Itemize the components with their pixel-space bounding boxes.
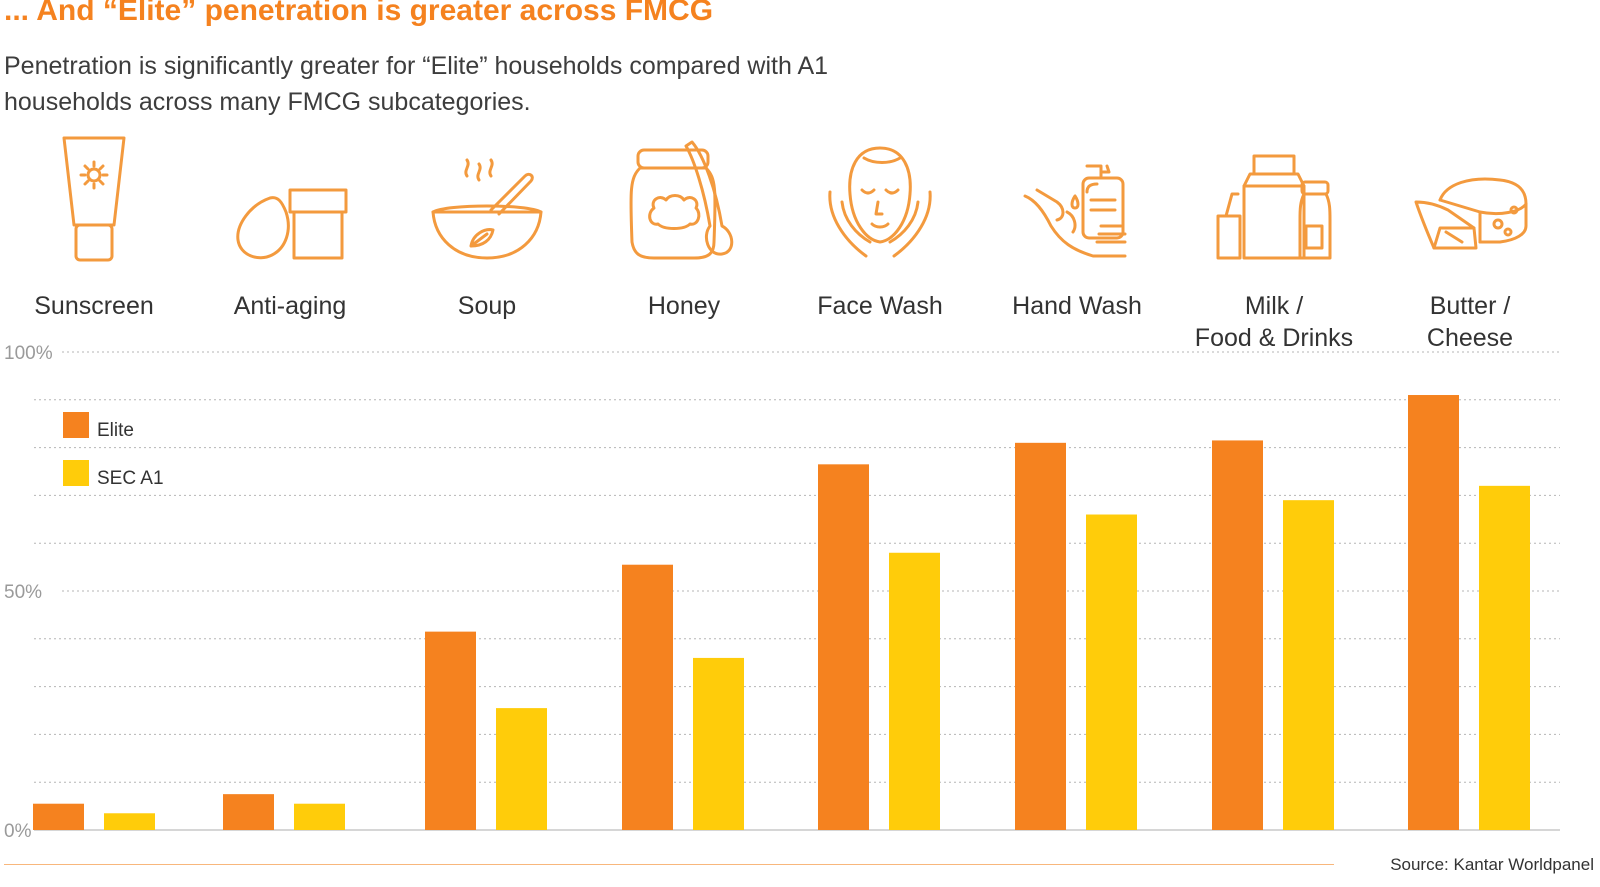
source-note: Source: Kantar Worldpanel [1390, 855, 1594, 874]
y-tick-label: 0% [4, 821, 32, 842]
bar-elite-2 [425, 631, 476, 830]
legend-label-elite: Elite [97, 420, 134, 441]
bar-elite-5 [1015, 442, 1066, 830]
category-label-anti-aging: Anti-aging [233, 292, 347, 320]
milk-icon [1214, 130, 1334, 270]
category-label-sunscreen: Sunscreen [34, 292, 154, 320]
category-label-milk: Milk / Food & Drinks [1194, 292, 1354, 352]
bar-elite-4 [818, 464, 869, 830]
category-icons-row [0, 130, 1600, 270]
bar-elite-0 [33, 803, 84, 830]
legend-swatch-elite [63, 412, 89, 438]
bar-sec-a1-6 [1283, 500, 1334, 830]
category-label-butter-cheese: Butter / Cheese [1426, 292, 1514, 352]
bar-sec-a1-1 [294, 803, 345, 830]
bar-sec-a1-5 [1086, 514, 1137, 830]
bar-elite-7 [1408, 395, 1459, 830]
chart-title: ... And “Elite” penetration is greater a… [4, 0, 714, 27]
cheese-icon [1410, 130, 1530, 270]
bar-elite-1 [223, 794, 274, 830]
chart-subtitle: Penetration is significantly greater for… [4, 52, 829, 116]
legend-label-sec-a1: SEC A1 [97, 468, 164, 489]
soup-icon [427, 130, 547, 270]
bar-sec-a1-0 [104, 813, 155, 830]
bar-elite-6 [1212, 440, 1263, 830]
face-wash-icon [820, 130, 940, 270]
category-label-soup: Soup [457, 292, 517, 320]
bar-sec-a1-2 [496, 708, 547, 830]
bar-chart: 0% 50% 100% Elite SEC A1 [4, 343, 1560, 842]
y-tick-label: 50% [4, 582, 42, 603]
y-tick-label: 100% [4, 343, 53, 364]
category-label-honey: Honey [647, 292, 721, 320]
bar-elite-3 [622, 564, 673, 830]
sunscreen-icon [34, 130, 154, 270]
anti-aging-icon [230, 130, 350, 270]
legend-swatch-sec-a1 [63, 460, 89, 486]
bar-sec-a1-3 [693, 657, 744, 830]
honey-icon [624, 130, 744, 270]
category-label-face-wash: Face Wash [817, 292, 943, 320]
bar-sec-a1-7 [1479, 485, 1530, 830]
bar-sec-a1-4 [889, 552, 940, 830]
hand-wash-icon [1017, 130, 1137, 270]
category-label-hand-wash: Hand Wash [1012, 292, 1142, 320]
bottom-rule [4, 864, 1334, 865]
